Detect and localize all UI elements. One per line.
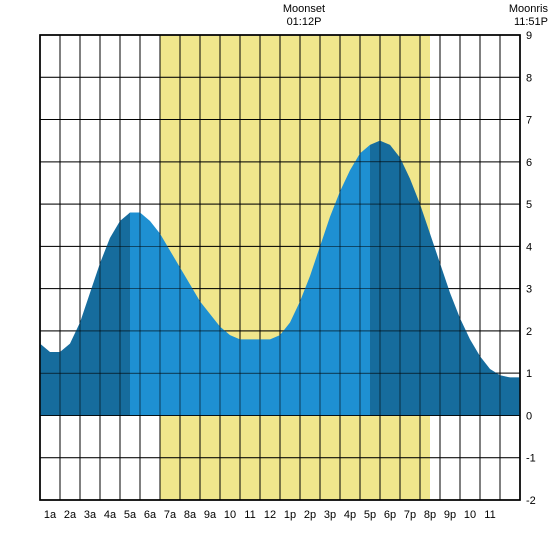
y-tick-label: 8 — [526, 72, 532, 84]
y-tick-label: 7 — [526, 115, 532, 127]
x-tick-label: 8p — [424, 509, 436, 521]
x-tick-label: 9a — [204, 509, 217, 521]
y-tick-label: 5 — [526, 199, 532, 211]
x-tick-label: 5p — [364, 509, 376, 521]
x-tick-label: 7a — [164, 509, 177, 521]
x-tick-label: 12 — [264, 509, 276, 521]
x-tick-label: 5a — [124, 509, 137, 521]
x-tick-label: 2p — [304, 509, 316, 521]
x-tick-label: 4a — [104, 509, 117, 521]
y-tick-label: -1 — [526, 453, 536, 465]
chart-svg: -2-101234567891a2a3a4a5a6a7a8a9a1011121p… — [0, 0, 550, 550]
x-tick-label: 7p — [404, 509, 416, 521]
x-tick-label: 4p — [344, 509, 356, 521]
y-tick-label: 0 — [526, 410, 532, 422]
moonrise-title: Moonris — [509, 3, 549, 15]
x-tick-label: 8a — [184, 509, 197, 521]
y-tick-label: -2 — [526, 495, 536, 507]
x-tick-label: 10 — [464, 509, 476, 521]
y-tick-label: 2 — [526, 326, 532, 338]
x-tick-label: 9p — [444, 509, 456, 521]
x-tick-label: 3a — [84, 509, 97, 521]
x-tick-label: 2a — [64, 509, 77, 521]
x-tick-label: 6p — [384, 509, 396, 521]
x-tick-label: 3p — [324, 509, 336, 521]
y-tick-label: 1 — [526, 368, 532, 380]
tide-chart: -2-101234567891a2a3a4a5a6a7a8a9a1011121p… — [0, 0, 550, 550]
x-tick-label: 6a — [144, 509, 157, 521]
y-tick-label: 4 — [526, 241, 532, 253]
y-tick-label: 3 — [526, 284, 532, 296]
x-tick-label: 10 — [224, 509, 236, 521]
x-tick-label: 1p — [284, 509, 296, 521]
x-tick-label: 11 — [484, 509, 495, 521]
y-tick-label: 9 — [526, 30, 532, 42]
x-tick-label: 1a — [44, 509, 57, 521]
moonset-time: 01:12P — [287, 16, 322, 28]
moonrise-time: 11:51P — [514, 16, 548, 28]
moonset-title: Moonset — [283, 3, 325, 15]
x-tick-label: 11 — [244, 509, 255, 521]
y-tick-label: 6 — [526, 157, 532, 169]
